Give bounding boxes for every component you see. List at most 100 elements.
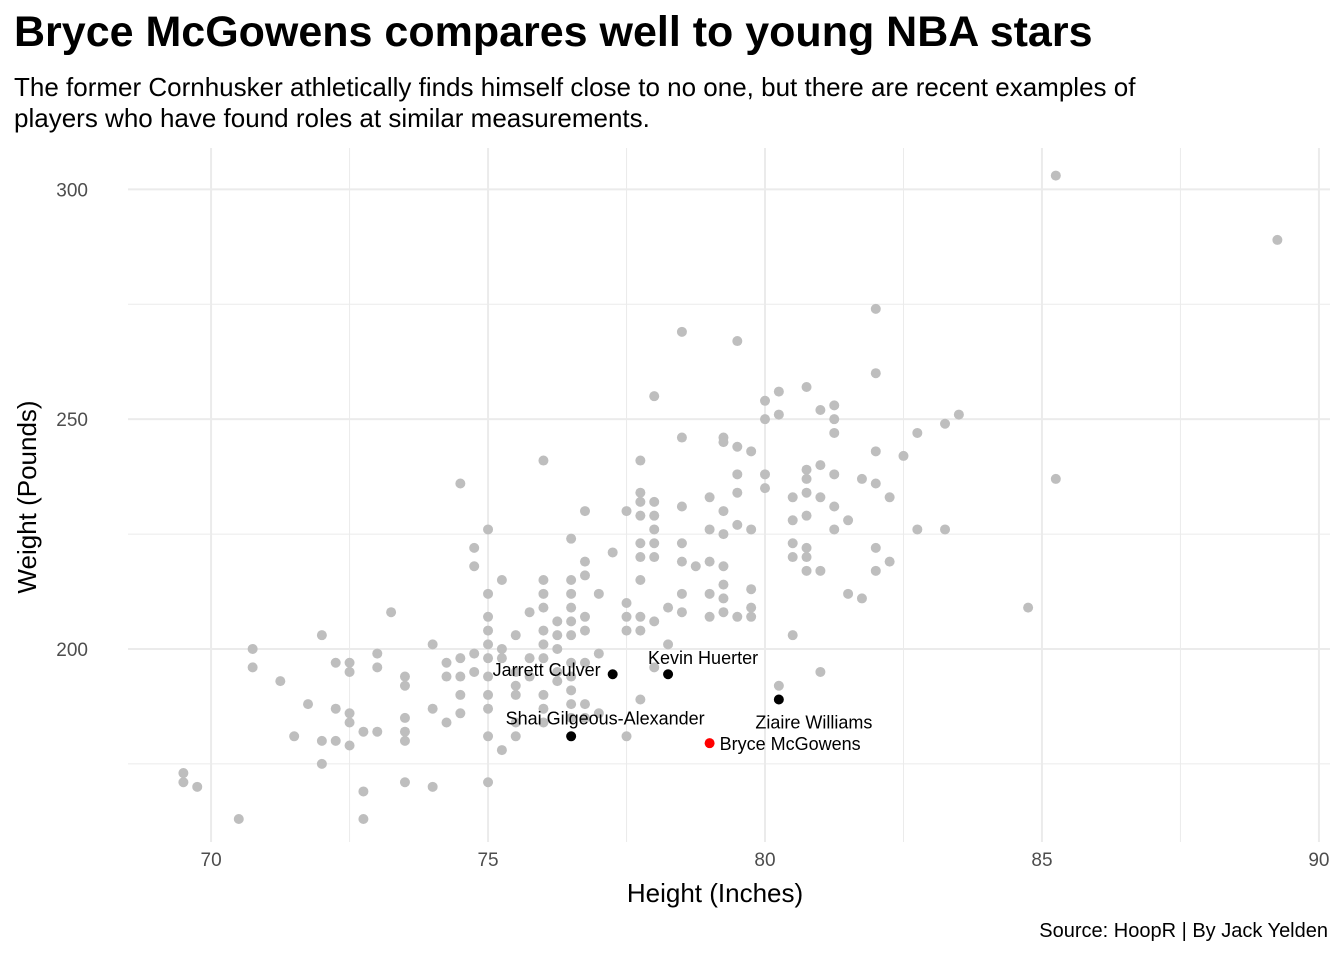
player-point [427, 703, 438, 714]
player-point [635, 552, 646, 563]
player-point [718, 607, 729, 618]
player-point [483, 625, 494, 636]
player-point [621, 731, 632, 742]
player-point [801, 473, 812, 484]
player-point [483, 639, 494, 650]
player-point [358, 814, 369, 825]
player-point [829, 427, 840, 438]
player-point [829, 414, 840, 425]
source-caption: Source: HoopR | By Jack Yelden [1039, 920, 1328, 942]
player-point [469, 542, 480, 553]
player-point [386, 607, 397, 618]
player-point [483, 703, 494, 714]
x-tick-label: 90 [1308, 850, 1329, 871]
player-point [773, 409, 784, 420]
player-point [676, 556, 687, 567]
player-point [635, 496, 646, 507]
player-point [538, 588, 549, 599]
player-point [483, 588, 494, 599]
x-tick-label: 85 [1031, 850, 1052, 871]
player-point [649, 538, 660, 549]
axis-ticks: 70 75 80 85 90 200 250 300 [56, 180, 1329, 871]
player-point [247, 643, 258, 654]
player-point [483, 689, 494, 700]
player-point [455, 653, 466, 664]
y-tick-label: 200 [56, 640, 88, 661]
player-point [510, 666, 521, 677]
y-tick-label: 300 [56, 180, 88, 201]
player-point [483, 524, 494, 535]
player-point [649, 496, 660, 507]
player-point [399, 671, 410, 682]
player-point [732, 336, 743, 347]
player-point [760, 395, 771, 406]
player-point [330, 735, 341, 746]
player-point [441, 717, 452, 728]
player-point [441, 671, 452, 682]
player-point [566, 630, 577, 641]
player-point [649, 662, 660, 673]
player-point [372, 726, 383, 737]
player-point [870, 478, 881, 489]
player-point [566, 588, 577, 599]
chart-subtitle: The former Cornhusker athletically finds… [14, 72, 1136, 133]
player-point [829, 400, 840, 411]
player-point [870, 565, 881, 576]
x-tick-label: 70 [201, 850, 222, 871]
player-point [579, 570, 590, 581]
player-point [676, 588, 687, 599]
player-point [496, 575, 507, 586]
player-point [746, 611, 757, 622]
player-point [289, 731, 300, 742]
featured-label: Bryce McGowens [720, 734, 861, 754]
player-point [510, 717, 521, 728]
player-point [1050, 170, 1061, 181]
player-point [566, 575, 577, 586]
player-point [330, 657, 341, 668]
player-point [510, 731, 521, 742]
player-point [496, 643, 507, 654]
player-point [621, 625, 632, 636]
player-point [358, 726, 369, 737]
player-point [566, 685, 577, 696]
player-point [469, 666, 480, 677]
player-point [912, 524, 923, 535]
player-point [566, 712, 577, 723]
player-point [579, 712, 590, 723]
player-point [870, 368, 881, 379]
player-point [801, 381, 812, 392]
player-point [510, 630, 521, 641]
player-point [538, 455, 549, 466]
player-point [760, 469, 771, 480]
player-point [732, 441, 743, 452]
player-point [579, 699, 590, 710]
highlight-point [566, 731, 577, 742]
player-point [566, 602, 577, 613]
player-point [1272, 234, 1283, 245]
player-point [330, 703, 341, 714]
player-point [344, 740, 355, 751]
player-point [178, 768, 189, 779]
player-labels: Jarrett Culver Kevin Huerter Shai Gilgeous… [493, 648, 873, 754]
player-point [801, 510, 812, 521]
player-point [732, 611, 743, 622]
player-point [787, 538, 798, 549]
player-point [566, 699, 577, 710]
highlight-point [663, 669, 674, 680]
player-point [663, 602, 674, 613]
player-point [829, 524, 840, 535]
player-point [566, 616, 577, 627]
player-point [579, 556, 590, 567]
player-point [718, 593, 729, 604]
player-point [787, 630, 798, 641]
y-axis-title: Weight (Pounds) [12, 400, 42, 593]
player-point [676, 326, 687, 337]
highlight-label: Jarrett Culver [493, 660, 601, 680]
x-tick-label: 75 [477, 850, 498, 871]
player-point [455, 689, 466, 700]
player-point [538, 653, 549, 664]
player-point [649, 510, 660, 521]
player-point [815, 404, 826, 415]
player-point [870, 446, 881, 457]
player-point [815, 666, 826, 677]
